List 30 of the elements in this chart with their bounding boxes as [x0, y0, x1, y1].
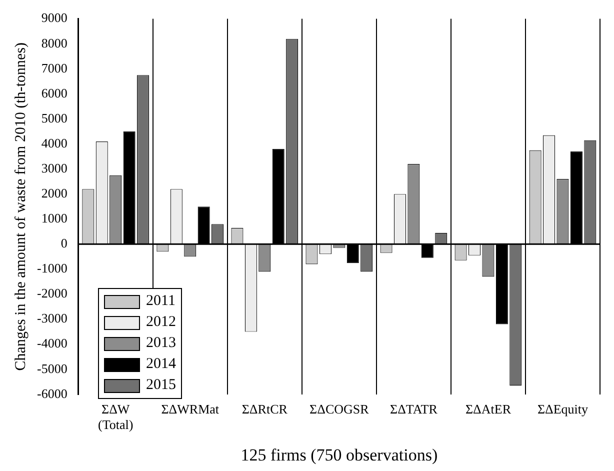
y-tick-label: 0	[60, 236, 68, 251]
legend-label: 2015	[146, 377, 176, 394]
y-tick-label: 2000	[41, 186, 68, 200]
y-tick-label: 7000	[41, 60, 68, 76]
y-tick-label: 3000	[41, 160, 68, 176]
x-tick-label: ΣΔEquity	[537, 402, 589, 417]
y-axis-title: Changes in the amount of waste from 2010 (th-tonnes)	[12, 42, 29, 371]
y-tick-label: 9000	[41, 10, 68, 26]
legend-label: 2011	[146, 293, 176, 310]
y-tick-label: -4000	[36, 336, 68, 351]
x-axis-title: 125 firms (750 observations)	[240, 445, 438, 464]
x-tick-label: ΣΔAtER	[465, 402, 512, 417]
legend-label: 2012	[146, 314, 176, 331]
x-tick-label: ΣΔWRMat	[161, 402, 220, 417]
legend-label: 2014	[146, 356, 176, 373]
legend-label: 2013	[146, 335, 176, 352]
x-tick-label: ΣΔW (Total)	[98, 402, 134, 432]
y-tick-label: -5000	[36, 360, 68, 376]
y-tick-label: 6000	[41, 85, 68, 100]
x-tick-label: ΣΔTATR	[390, 402, 438, 417]
y-tick-label: -3000	[36, 310, 68, 326]
x-tick-label: ΣΔCOGSR	[310, 402, 370, 417]
y-tick-label: 8000	[41, 35, 68, 50]
y-tick-label: -1000	[36, 260, 68, 276]
y-tick-label: 5000	[41, 110, 68, 126]
y-tick-label: -2000	[36, 286, 68, 301]
x-tick-label: ΣΔRtCR	[242, 402, 288, 417]
y-tick-label: -6000	[36, 386, 68, 401]
y-tick-label: 1000	[41, 210, 68, 226]
y-tick-label: 4000	[41, 135, 68, 150]
